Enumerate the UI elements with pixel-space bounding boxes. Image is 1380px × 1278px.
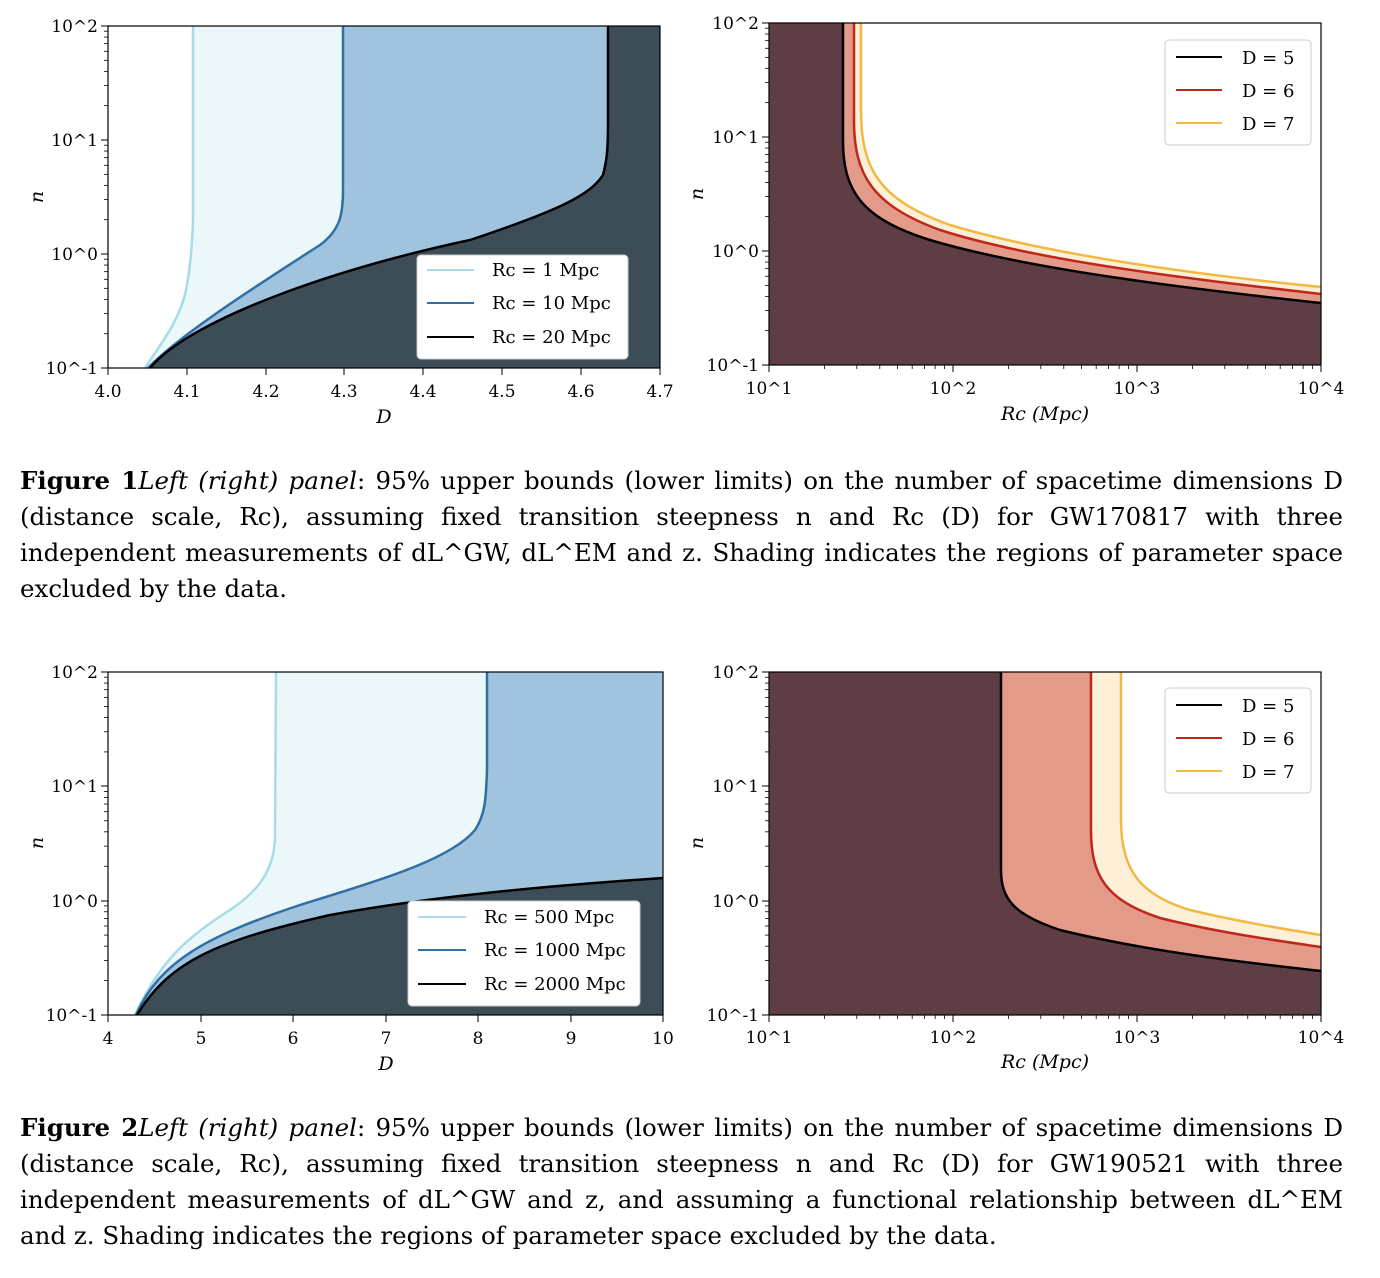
y-tick-label: 10^0 [51,245,98,265]
x-tick-label: 5 [196,1029,207,1049]
legend-entry: Rc = 1 Mpc [492,260,599,281]
x-tick-label: 9 [566,1029,577,1049]
fig1-left-line-rc20 [149,26,610,369]
caption-label: Figure 2 [20,1113,139,1142]
x-tick-label: 10^2 [930,379,977,399]
y-tick-label: 10^-1 [46,1006,98,1026]
x-tick-label: 6 [288,1029,299,1049]
legend-entry: D = 6 [1242,81,1294,102]
legend-entry: D = 5 [1242,696,1294,717]
y-tick-label: 10^2 [51,663,98,683]
fig1-right-line-d6 [852,23,1322,296]
caption-panel: Left (right) panel [138,1113,357,1142]
x-tick-label: 4.5 [488,382,515,402]
fig1-left-legend: Rc = 1 Mpc Rc = 10 Mpc Rc = 20 Mpc [416,254,629,360]
y-tick-label: 10^2 [51,17,98,37]
figure-2-caption: Figure 2Left (right) panel: 95% upper bo… [20,1110,1343,1254]
x-axis-label: D [375,406,391,428]
fig1-right-fill-d5 [769,23,1321,365]
x-tick-label: 10^4 [1298,1028,1345,1048]
fig1-left-line-rc1 [143,26,195,369]
x-tick-label: 10^3 [1114,1028,1161,1048]
fig1-right-legend: D = 5 D = 6 D = 7 [1164,39,1312,146]
y-axis-label: n [686,837,708,849]
y-tick-label: 10^1 [712,128,759,148]
y-tick-label: 10^2 [712,14,759,34]
y-axis-label: n [26,191,48,203]
x-tick-label: 10^4 [1298,379,1345,399]
fig2-right-fill-d5 [769,672,1321,1015]
fig2-right-line-d7 [1119,672,1322,937]
caption-text: : 95% upper bounds (lower limits) on the… [20,1113,1343,1250]
legend-entry: Rc = 1000 Mpc [484,940,626,961]
legend-entry: Rc = 500 Mpc [484,907,614,928]
x-tick-label: 10^2 [930,1028,977,1048]
x-tick-label: 4.2 [252,382,279,402]
caption-label: Figure 1 [20,466,139,495]
y-tick-label: 10^2 [712,663,759,683]
fig2-left-panel: 4 5 6 7 8 9 10 10^2 10^1 10^0 10^-1 D n … [26,663,674,1075]
y-tick-label: 10^1 [51,777,98,797]
y-axis-label: n [686,188,708,200]
fig2-right-line-d6 [1089,672,1322,949]
caption-panel: Left (right) panel [138,466,357,495]
y-tick-label: 10^0 [712,892,759,912]
x-tick-label: 4.4 [409,382,436,402]
y-tick-label: 10^1 [51,131,98,151]
legend-entry: D = 5 [1242,48,1294,69]
figure-1-caption: Figure 1Left (right) panel: 95% upper bo… [20,463,1343,607]
x-tick-label: 4.7 [646,382,673,402]
legend-entry: Rc = 2000 Mpc [484,974,626,995]
legend-entry: D = 7 [1242,114,1294,135]
x-tick-label: 4 [103,1029,114,1049]
y-tick-label: 10^1 [712,777,759,797]
fig1-right-line-d5 [841,23,1322,305]
figure-1-plots: 4.0 4.1 4.2 4.3 4.4 4.5 4.6 4.7 10^2 10^… [26,14,1344,428]
x-tick-label: 10^1 [746,1028,793,1048]
y-tick-label: 10^0 [712,242,759,262]
x-tick-label: 4.1 [173,382,200,402]
fig2-left-line-rc500 [133,671,278,1016]
y-tick-label: 10^0 [51,892,98,912]
y-tick-label: 10^-1 [707,1006,759,1026]
x-tick-label: 4.0 [94,382,121,402]
legend-entry: D = 7 [1242,762,1294,783]
fig1-left-line-rc10 [147,26,345,369]
x-tick-label: 8 [473,1029,484,1049]
x-tick-label: 4.3 [330,382,357,402]
fig2-left-line-rc1000 [134,672,489,1016]
figure-2-plots: 4 5 6 7 8 9 10 10^2 10^1 10^0 10^-1 D n … [26,663,1344,1075]
x-tick-label: 7 [381,1029,392,1049]
x-tick-label: 10 [652,1029,674,1049]
fig1-right-panel: 10^1 10^2 10^3 10^4 10^2 10^1 10^0 10^-1… [686,14,1344,425]
x-axis-label: Rc (Mpc) [1000,403,1089,425]
x-axis-label: Rc (Mpc) [1000,1051,1089,1073]
fig2-left-legend: Rc = 500 Mpc Rc = 1000 Mpc Rc = 2000 Mpc [407,900,641,1007]
caption-text: : 95% upper bounds (lower limits) on the… [20,466,1343,603]
x-tick-label: 10^1 [746,379,793,399]
x-axis-label: D [377,1053,393,1075]
x-tick-label: 4.6 [567,382,594,402]
fig2-left-line-rc2000 [135,876,664,1016]
y-axis-label: n [26,837,48,849]
fig1-left-panel: 4.0 4.1 4.2 4.3 4.4 4.5 4.6 4.7 10^2 10^… [26,17,674,428]
legend-entry: D = 6 [1242,729,1294,750]
y-tick-label: 10^-1 [707,356,759,376]
legend-entry: Rc = 10 Mpc [492,293,611,314]
y-tick-label: 10^-1 [46,359,98,379]
fig2-right-line-d5 [999,672,1322,973]
legend-entry: Rc = 20 Mpc [492,327,611,348]
fig2-right-legend: D = 5 D = 6 D = 7 [1164,687,1312,794]
fig1-right-line-d7 [859,23,1322,289]
x-tick-label: 10^3 [1114,379,1161,399]
fig2-right-panel: 10^1 10^2 10^3 10^4 10^2 10^1 10^0 10^-1… [686,663,1344,1073]
